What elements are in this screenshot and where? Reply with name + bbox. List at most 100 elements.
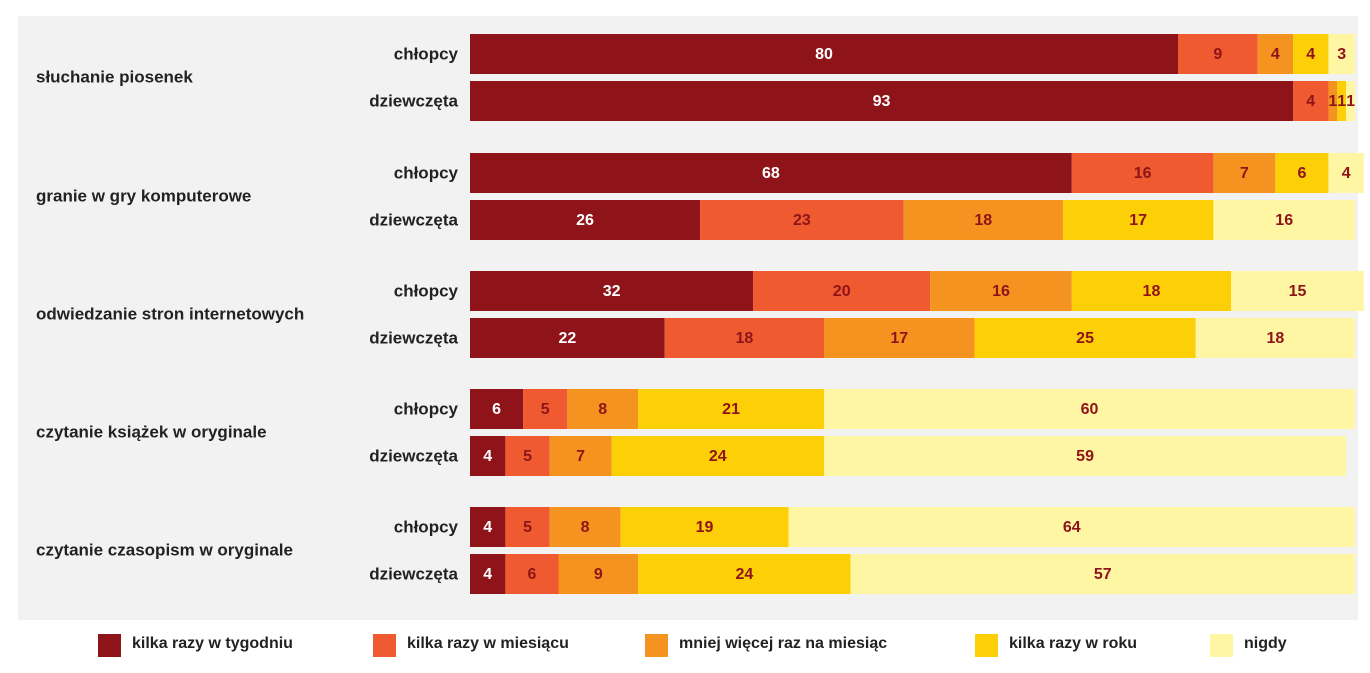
data-label: 16 (1275, 212, 1293, 229)
data-label: 9 (1213, 46, 1222, 63)
activity-label: granie w gry komputerowe (36, 186, 251, 205)
bar-segment (1195, 318, 1355, 358)
bar-segment (470, 271, 754, 311)
data-label: 6 (1297, 165, 1306, 182)
data-label: 24 (735, 566, 753, 583)
data-label: 4 (483, 448, 492, 465)
legend-swatch (373, 634, 396, 657)
legend-label: nigdy (1244, 635, 1287, 652)
legend-swatch (98, 634, 121, 657)
bar-segment (1328, 153, 1364, 193)
group-label: dziewczęta (369, 328, 458, 347)
data-label: 20 (833, 283, 851, 300)
bar-segment (549, 436, 612, 476)
bar-segment (1213, 200, 1355, 240)
bar-segment (505, 436, 550, 476)
legend-swatch (975, 634, 998, 657)
data-label: 25 (1076, 330, 1094, 347)
data-label: 18 (735, 330, 753, 347)
bar-segment (470, 389, 524, 429)
data-label: 22 (558, 330, 576, 347)
activity-label: słuchanie piosenek (36, 67, 193, 86)
data-label: 60 (1081, 401, 1099, 418)
bar-segment (470, 81, 1294, 121)
data-label: 7 (576, 448, 585, 465)
bar-segment (850, 554, 1355, 594)
data-label: 1 (1328, 93, 1337, 110)
data-label: 59 (1076, 448, 1094, 465)
data-label: 26 (576, 212, 594, 229)
group-label: chłopcy (394, 163, 459, 182)
bar-segment (558, 554, 639, 594)
data-label: 8 (598, 401, 607, 418)
data-label: 7 (1240, 165, 1249, 182)
data-label: 8 (581, 519, 590, 536)
bar-segment (638, 554, 851, 594)
data-label: 9 (594, 566, 603, 583)
bar-segment (470, 436, 506, 476)
data-label: 64 (1063, 519, 1081, 536)
legend: kilka razy w tygodniu kilka razy w miesią… (0, 620, 1370, 670)
bar-segment (470, 554, 506, 594)
data-label: 6 (527, 566, 536, 583)
group-label: dziewczęta (369, 91, 458, 110)
activity-label: czytanie czasopism w oryginale (36, 540, 293, 559)
bar-segment (824, 436, 1347, 476)
bar-segment (1071, 153, 1214, 193)
group-label: dziewczęta (369, 210, 458, 229)
data-label: 4 (1342, 165, 1351, 182)
bar-segment (638, 389, 824, 429)
data-label: 1 (1346, 93, 1355, 110)
bar-segment (611, 436, 824, 476)
data-label: 5 (523, 448, 532, 465)
group-label: chłopcy (394, 44, 459, 63)
data-label: 4 (1306, 46, 1315, 63)
bar-segment (470, 318, 665, 358)
bar-segment (930, 271, 1072, 311)
bar-segment (549, 507, 621, 547)
data-label: 1 (1337, 93, 1346, 110)
bar-segment (470, 34, 1178, 74)
data-label: 17 (890, 330, 908, 347)
data-label: 4 (1306, 93, 1315, 110)
data-label: 21 (722, 401, 740, 418)
bar-segment (700, 200, 904, 240)
bar-segment (567, 389, 639, 429)
legend-label: mniej więcej raz na miesiąc (679, 635, 888, 652)
bar-segment (903, 200, 1063, 240)
data-label: 15 (1289, 283, 1307, 300)
data-label: 24 (709, 448, 727, 465)
bar-segment (1178, 34, 1258, 74)
data-label: 4 (483, 519, 492, 536)
data-label: 5 (523, 519, 532, 536)
data-label: 23 (793, 212, 811, 229)
data-label: 19 (696, 519, 714, 536)
bar-segment (1293, 81, 1329, 121)
data-label: 18 (974, 212, 992, 229)
legend-swatch (1210, 634, 1233, 657)
bar-segment (1257, 34, 1294, 74)
bar-segment (470, 507, 506, 547)
data-label: 16 (1134, 165, 1152, 182)
bar-segment (1328, 34, 1355, 74)
legend-label: kilka razy w miesiącu (407, 635, 569, 652)
bar-segment (470, 200, 701, 240)
activity-label: odwiedzanie stron internetowych (36, 304, 304, 323)
data-label: 4 (1271, 46, 1280, 63)
bar-segment (824, 389, 1355, 429)
group-label: dziewczęta (369, 564, 458, 583)
legend-label: kilka razy w roku (1009, 635, 1138, 652)
bar-segment (1071, 271, 1232, 311)
group-label: chłopcy (394, 399, 459, 418)
legend-swatch (645, 634, 668, 657)
bar-segment (1231, 271, 1364, 311)
legend-label: kilka razy w tygodniu (132, 635, 293, 652)
data-label: 16 (992, 283, 1010, 300)
bar-segment (620, 507, 789, 547)
bar-segment (664, 318, 824, 358)
data-label: 80 (815, 46, 833, 63)
data-label: 17 (1129, 212, 1147, 229)
bar-segment (523, 389, 568, 429)
bar-segment (788, 507, 1355, 547)
activity-label: czytanie książek w oryginale (36, 422, 267, 441)
